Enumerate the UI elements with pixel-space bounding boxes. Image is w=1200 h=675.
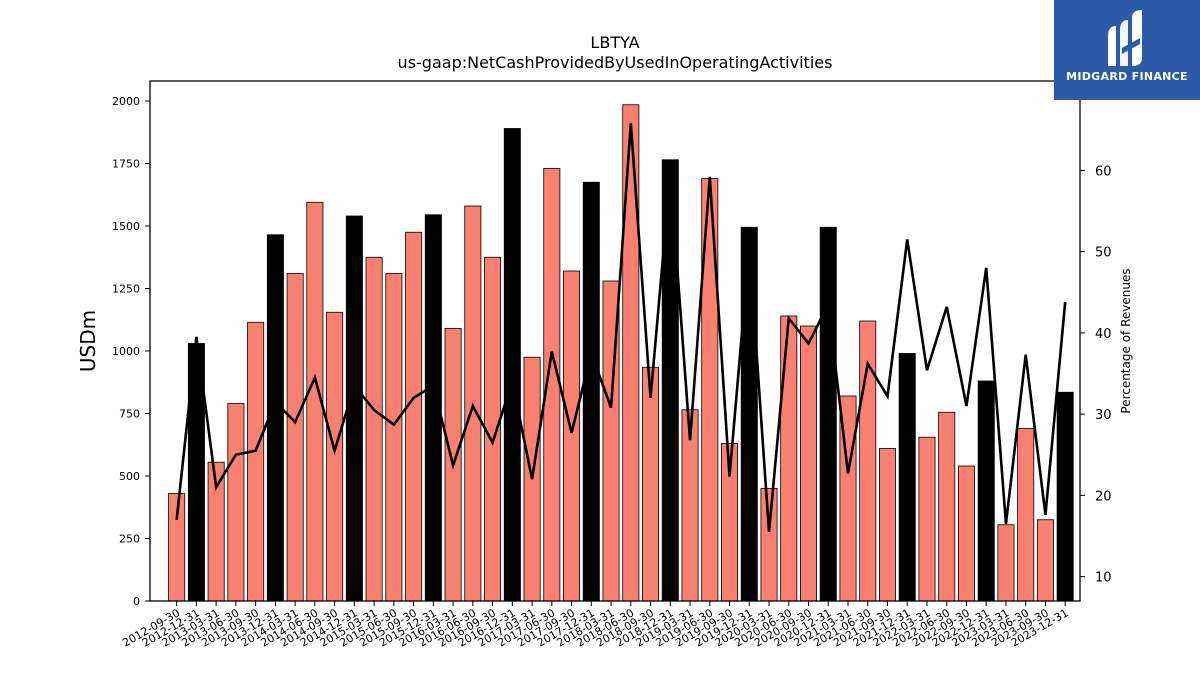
percentage-line	[175, 123, 1067, 533]
bar-2020-06-30	[780, 315, 798, 602]
y2-tick-label: 20	[1095, 489, 1112, 504]
bar-2013-06-30	[227, 403, 245, 602]
y2-tick-label: 60	[1095, 164, 1112, 179]
y-tick-label: 0	[133, 595, 140, 608]
bar-2014-09-30	[326, 311, 344, 602]
y2-tick-label: 50	[1095, 246, 1112, 261]
midgard-logo-icon	[1108, 10, 1142, 66]
y2-tick-label: 40	[1095, 327, 1112, 342]
bar-2023-03-31	[997, 524, 1015, 602]
y2-axis-label: Percentage of Revenues	[1119, 268, 1133, 413]
line-series	[175, 123, 1067, 533]
y2-tick-label: 10	[1095, 571, 1112, 586]
bar-2015-03-31	[365, 256, 383, 602]
bar-2022-09-30	[957, 465, 975, 602]
bar-2020-12-31	[819, 226, 837, 602]
y-tick-label: 1500	[112, 220, 140, 233]
plot-frame	[149, 80, 1081, 602]
y-tick-label: 500	[119, 470, 140, 483]
bar-2021-12-31	[898, 353, 916, 602]
y-axis-label: USDm	[76, 310, 100, 372]
midgard-finance-logo: MIDGARD FINANCE	[1054, 0, 1200, 100]
bar-2017-12-31	[582, 181, 600, 602]
y2-tick-label: 30	[1095, 408, 1112, 423]
y-tick-label: 750	[119, 408, 140, 421]
bar-2019-12-31	[740, 226, 758, 602]
bar-2023-09-30	[1036, 519, 1054, 602]
logo-text: MIDGARD FINANCE	[1066, 70, 1188, 83]
bar-2018-06-30	[622, 104, 640, 602]
bar-2023-06-30	[1017, 428, 1035, 602]
bar-2021-09-30	[878, 448, 896, 602]
bar-2013-09-30	[247, 321, 265, 602]
bar-2015-09-30	[405, 231, 423, 602]
bar-2020-09-30	[800, 325, 817, 602]
bar-2022-03-31	[918, 436, 936, 602]
y-tick-label: 1250	[112, 283, 140, 296]
axes: 0 250 500 750 1000 1250 1500 1750 2000 10 20 30 40 50…	[112, 80, 1112, 650]
bar-2023-12-31	[1056, 391, 1074, 602]
y-tick-label: 1000	[112, 345, 140, 358]
bar-2017-09-30	[563, 270, 581, 602]
y-tick-label: 250	[119, 533, 140, 546]
y-tick-label: 1750	[112, 158, 140, 171]
bar-series	[168, 104, 1074, 602]
chart-subtitle: us-gaap:NetCashProvidedByUsedInOperating…	[398, 53, 833, 72]
chart-title: LBTYA	[590, 33, 639, 52]
bar-2018-09-30	[642, 366, 660, 602]
bar-2016-12-31	[503, 128, 521, 602]
bar-2015-06-30	[385, 273, 403, 602]
bar-2022-12-31	[977, 380, 995, 602]
bar-2020-03-31	[760, 488, 778, 602]
y-tick-label: 2000	[112, 95, 140, 108]
bar-2014-03-31	[286, 273, 304, 602]
bar-2022-06-30	[938, 411, 956, 602]
